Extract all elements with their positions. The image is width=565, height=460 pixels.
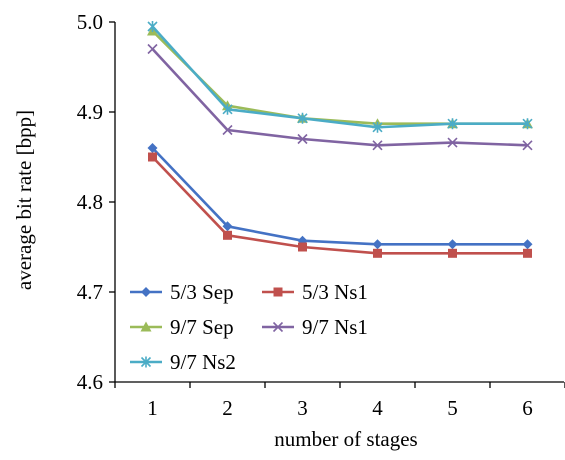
x-tick-label: 4 [372, 396, 383, 420]
series-line [151, 48, 528, 147]
legend-swatch-marker [272, 321, 284, 333]
data-point [222, 221, 233, 232]
x-tick-label: 6 [522, 396, 533, 420]
data-point [447, 118, 458, 130]
data-point [222, 124, 233, 136]
series-layer [147, 21, 533, 258]
data-point [148, 152, 157, 162]
data-point [297, 112, 308, 124]
y-tick-label: 4.7 [77, 280, 103, 304]
data-point [447, 137, 458, 148]
y-tick-label: 5.0 [77, 10, 103, 34]
axes: 4.6 4.7 4.8 4.9 5.0 1 2 3 4 5 6 [77, 10, 565, 420]
x-tick-label: 5 [447, 396, 458, 420]
legend-swatch-marker [140, 356, 152, 368]
data-point [223, 230, 232, 240]
data-point [522, 239, 533, 250]
legend-entry: 5/3 Sep [130, 280, 234, 304]
series-1 [147, 143, 533, 250]
legend-label: 5/3 Sep [170, 280, 234, 304]
legend-entry: 5/3 Ns1 [262, 280, 368, 304]
data-point [522, 118, 533, 130]
series-2 [148, 152, 532, 258]
data-point [448, 248, 457, 258]
series-line [151, 156, 528, 255]
legend: 5/3 Sep 5/3 Ns1 9/7 Sep 9/7 Ns1 9/7 Ns2 [130, 280, 368, 374]
series-5 [147, 21, 533, 133]
data-point [522, 140, 533, 151]
data-point [297, 133, 308, 145]
x-tick-label: 1 [147, 396, 158, 420]
legend-entry: 9/7 Ns2 [130, 350, 236, 374]
legend-label: 9/7 Sep [170, 315, 234, 339]
x-axis-title: number of stages [274, 427, 417, 451]
data-point [373, 248, 382, 258]
data-point [372, 121, 383, 133]
legend-label: 5/3 Ns1 [302, 280, 368, 304]
legend-swatch-marker [140, 321, 152, 332]
x-tick-label: 3 [297, 396, 308, 420]
legend-entry: 9/7 Sep [130, 315, 234, 339]
data-point [298, 242, 307, 252]
legend-label: 9/7 Ns2 [170, 350, 236, 374]
data-point [372, 239, 383, 250]
legend-swatch-marker [273, 287, 283, 297]
data-point [447, 239, 458, 250]
data-point [147, 143, 158, 153]
y-tick-label: 4.8 [77, 190, 103, 214]
legend-label: 9/7 Ns1 [302, 315, 368, 339]
series-3 [147, 25, 533, 129]
data-point [147, 21, 158, 32]
y-tick-label: 4.6 [77, 370, 103, 394]
y-tick-label: 4.9 [77, 100, 103, 124]
legend-entry: 9/7 Ns1 [262, 315, 368, 339]
series-line [151, 25, 528, 129]
y-axis-title: average bit rate [bpp] [12, 110, 36, 290]
legend-swatch-marker [141, 287, 151, 297]
data-point [147, 43, 158, 55]
data-point [523, 248, 532, 258]
x-tick-label: 2 [222, 396, 233, 420]
series-line [151, 147, 528, 246]
data-point [372, 140, 383, 151]
series-4 [147, 43, 533, 151]
data-point [222, 103, 233, 115]
